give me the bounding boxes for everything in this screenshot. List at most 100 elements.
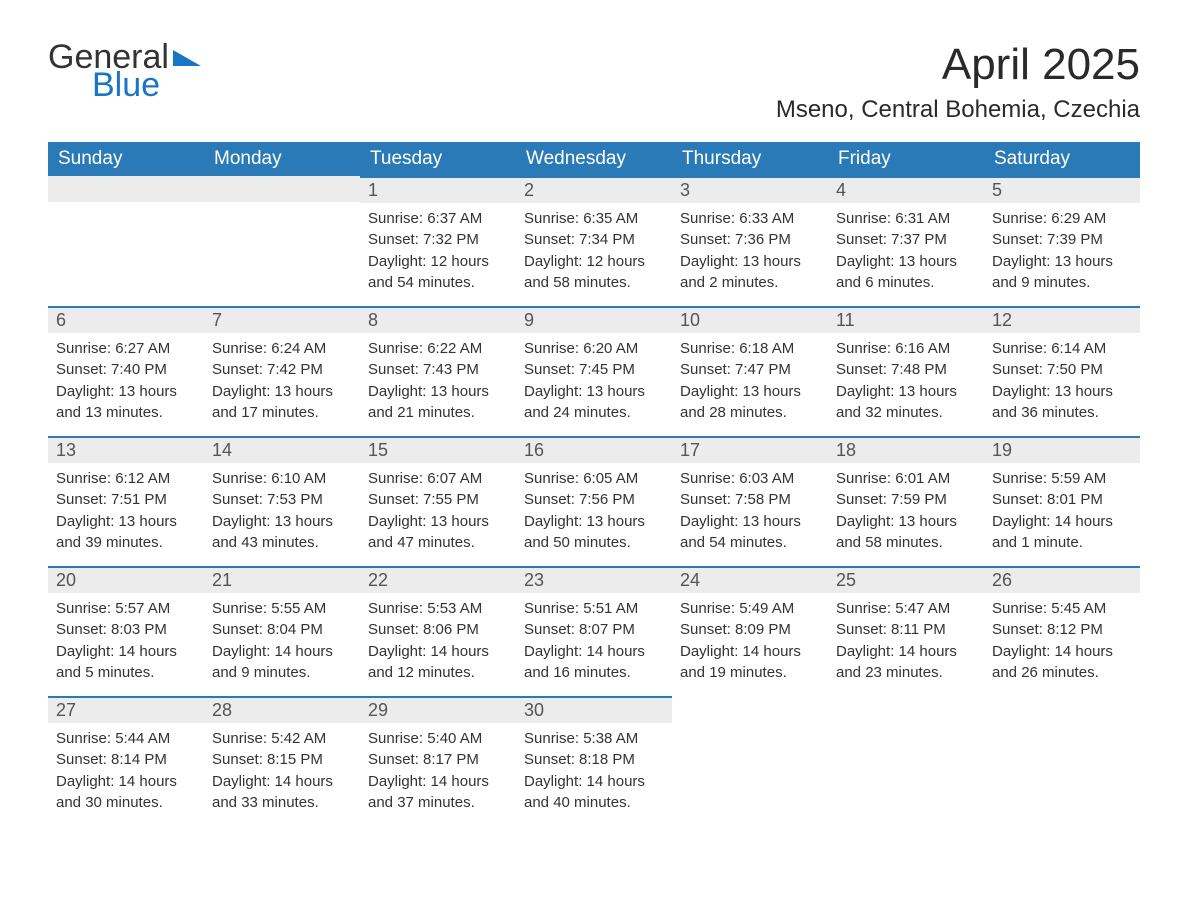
calendar-cell: 6Sunrise: 6:27 AMSunset: 7:40 PMDaylight…	[48, 306, 204, 436]
day-sunset: Sunset: 7:59 PM	[836, 490, 976, 510]
month-title: April 2025	[776, 40, 1140, 90]
day-dl1: Daylight: 13 hours	[992, 252, 1132, 272]
day-sunset: Sunset: 7:48 PM	[836, 360, 976, 380]
day-dl2: and 16 minutes.	[524, 663, 664, 683]
day-dl1: Daylight: 13 hours	[212, 382, 352, 402]
calendar-cell: 3Sunrise: 6:33 AMSunset: 7:36 PMDaylight…	[672, 176, 828, 306]
day-sunrise: Sunrise: 6:20 AM	[524, 339, 664, 359]
calendar-cell: 13Sunrise: 6:12 AMSunset: 7:51 PMDayligh…	[48, 436, 204, 566]
day-sunset: Sunset: 7:51 PM	[56, 490, 196, 510]
day-number: 28	[204, 698, 360, 723]
day-wrap: 7Sunrise: 6:24 AMSunset: 7:42 PMDaylight…	[204, 306, 360, 434]
calendar-cell: 29Sunrise: 5:40 AMSunset: 8:17 PMDayligh…	[360, 696, 516, 826]
calendar-cell: 10Sunrise: 6:18 AMSunset: 7:47 PMDayligh…	[672, 306, 828, 436]
day-body: Sunrise: 6:20 AMSunset: 7:45 PMDaylight:…	[516, 333, 672, 434]
day-sunrise: Sunrise: 6:29 AM	[992, 209, 1132, 229]
calendar-cell	[828, 696, 984, 826]
day-dl1: Daylight: 14 hours	[212, 642, 352, 662]
day-sunset: Sunset: 7:43 PM	[368, 360, 508, 380]
day-wrap: 1Sunrise: 6:37 AMSunset: 7:32 PMDaylight…	[360, 176, 516, 304]
day-number: 19	[984, 438, 1140, 463]
calendar-cell: 21Sunrise: 5:55 AMSunset: 8:04 PMDayligh…	[204, 566, 360, 696]
day-number: 20	[48, 568, 204, 593]
calendar-cell: 16Sunrise: 6:05 AMSunset: 7:56 PMDayligh…	[516, 436, 672, 566]
calendar-cell: 17Sunrise: 6:03 AMSunset: 7:58 PMDayligh…	[672, 436, 828, 566]
day-dl1: Daylight: 14 hours	[524, 642, 664, 662]
day-body: Sunrise: 6:18 AMSunset: 7:47 PMDaylight:…	[672, 333, 828, 434]
day-wrap: 24Sunrise: 5:49 AMSunset: 8:09 PMDayligh…	[672, 566, 828, 694]
day-wrap: 17Sunrise: 6:03 AMSunset: 7:58 PMDayligh…	[672, 436, 828, 564]
day-sunrise: Sunrise: 6:05 AM	[524, 469, 664, 489]
day-wrap: 25Sunrise: 5:47 AMSunset: 8:11 PMDayligh…	[828, 566, 984, 694]
calendar-cell: 5Sunrise: 6:29 AMSunset: 7:39 PMDaylight…	[984, 176, 1140, 306]
day-wrap: 30Sunrise: 5:38 AMSunset: 8:18 PMDayligh…	[516, 696, 672, 824]
day-dl2: and 54 minutes.	[368, 273, 508, 293]
day-number: 12	[984, 308, 1140, 333]
day-wrap: 16Sunrise: 6:05 AMSunset: 7:56 PMDayligh…	[516, 436, 672, 564]
calendar-cell: 8Sunrise: 6:22 AMSunset: 7:43 PMDaylight…	[360, 306, 516, 436]
day-dl2: and 24 minutes.	[524, 403, 664, 423]
day-wrap: 12Sunrise: 6:14 AMSunset: 7:50 PMDayligh…	[984, 306, 1140, 434]
day-wrap: 20Sunrise: 5:57 AMSunset: 8:03 PMDayligh…	[48, 566, 204, 694]
calendar-cell	[204, 176, 360, 306]
day-dl1: Daylight: 14 hours	[56, 642, 196, 662]
day-body: Sunrise: 6:27 AMSunset: 7:40 PMDaylight:…	[48, 333, 204, 434]
calendar-cell: 25Sunrise: 5:47 AMSunset: 8:11 PMDayligh…	[828, 566, 984, 696]
calendar-week-row: 27Sunrise: 5:44 AMSunset: 8:14 PMDayligh…	[48, 696, 1140, 826]
day-sunset: Sunset: 7:55 PM	[368, 490, 508, 510]
day-dl2: and 37 minutes.	[368, 793, 508, 813]
day-body: Sunrise: 5:49 AMSunset: 8:09 PMDaylight:…	[672, 593, 828, 694]
day-sunrise: Sunrise: 6:37 AM	[368, 209, 508, 229]
column-header: Sunday	[48, 142, 204, 176]
day-dl2: and 17 minutes.	[212, 403, 352, 423]
day-number: 1	[360, 178, 516, 203]
day-body: Sunrise: 5:51 AMSunset: 8:07 PMDaylight:…	[516, 593, 672, 694]
day-sunrise: Sunrise: 5:45 AM	[992, 599, 1132, 619]
day-number: 3	[672, 178, 828, 203]
day-number: 27	[48, 698, 204, 723]
day-dl1: Daylight: 13 hours	[212, 512, 352, 532]
day-number: 14	[204, 438, 360, 463]
day-wrap: 23Sunrise: 5:51 AMSunset: 8:07 PMDayligh…	[516, 566, 672, 694]
calendar-cell: 15Sunrise: 6:07 AMSunset: 7:55 PMDayligh…	[360, 436, 516, 566]
day-sunset: Sunset: 8:11 PM	[836, 620, 976, 640]
day-wrap: 13Sunrise: 6:12 AMSunset: 7:51 PMDayligh…	[48, 436, 204, 564]
day-sunset: Sunset: 8:15 PM	[212, 750, 352, 770]
day-number: 5	[984, 178, 1140, 203]
day-body: Sunrise: 6:03 AMSunset: 7:58 PMDaylight:…	[672, 463, 828, 564]
day-dl1: Daylight: 12 hours	[524, 252, 664, 272]
day-body: Sunrise: 6:16 AMSunset: 7:48 PMDaylight:…	[828, 333, 984, 434]
day-dl2: and 54 minutes.	[680, 533, 820, 553]
day-dl1: Daylight: 13 hours	[836, 382, 976, 402]
day-number: 30	[516, 698, 672, 723]
calendar-week-row: 20Sunrise: 5:57 AMSunset: 8:03 PMDayligh…	[48, 566, 1140, 696]
calendar-cell: 20Sunrise: 5:57 AMSunset: 8:03 PMDayligh…	[48, 566, 204, 696]
calendar-cell	[984, 696, 1140, 826]
calendar-cell: 12Sunrise: 6:14 AMSunset: 7:50 PMDayligh…	[984, 306, 1140, 436]
day-sunrise: Sunrise: 6:31 AM	[836, 209, 976, 229]
day-number: 26	[984, 568, 1140, 593]
day-body: Sunrise: 6:33 AMSunset: 7:36 PMDaylight:…	[672, 203, 828, 304]
day-sunset: Sunset: 7:47 PM	[680, 360, 820, 380]
day-dl1: Daylight: 13 hours	[836, 512, 976, 532]
logo: General Blue	[48, 40, 201, 102]
day-number: 16	[516, 438, 672, 463]
day-sunset: Sunset: 7:34 PM	[524, 230, 664, 250]
empty-cell	[204, 176, 360, 202]
day-dl1: Daylight: 13 hours	[524, 382, 664, 402]
day-dl2: and 28 minutes.	[680, 403, 820, 423]
day-dl2: and 30 minutes.	[56, 793, 196, 813]
calendar-cell: 30Sunrise: 5:38 AMSunset: 8:18 PMDayligh…	[516, 696, 672, 826]
day-sunrise: Sunrise: 6:07 AM	[368, 469, 508, 489]
day-dl2: and 6 minutes.	[836, 273, 976, 293]
day-sunrise: Sunrise: 6:14 AM	[992, 339, 1132, 359]
day-dl1: Daylight: 14 hours	[836, 642, 976, 662]
day-sunrise: Sunrise: 5:53 AM	[368, 599, 508, 619]
day-dl1: Daylight: 13 hours	[368, 382, 508, 402]
day-number: 25	[828, 568, 984, 593]
day-dl2: and 40 minutes.	[524, 793, 664, 813]
day-sunrise: Sunrise: 6:24 AM	[212, 339, 352, 359]
day-sunset: Sunset: 7:45 PM	[524, 360, 664, 380]
day-sunrise: Sunrise: 6:10 AM	[212, 469, 352, 489]
day-number: 15	[360, 438, 516, 463]
